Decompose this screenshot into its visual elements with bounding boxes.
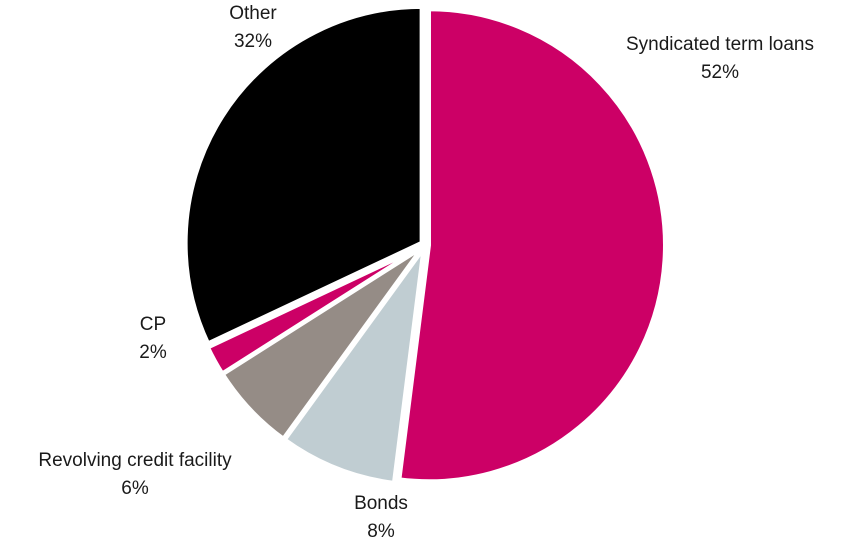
slice-label-revolving-credit-facility: Revolving credit facility xyxy=(38,450,232,471)
slices-layer xyxy=(183,4,667,486)
slice-label-bonds: Bonds xyxy=(354,493,408,514)
slice-other xyxy=(183,4,424,347)
slice-syndicated-term-loans xyxy=(397,7,667,484)
slice-value-syndicated-term-loans: 52% xyxy=(701,62,739,83)
slice-bonds xyxy=(282,247,426,486)
slice-label-other: Other xyxy=(229,3,277,24)
labels-layer: Syndicated term loans 52% Bonds 8% Revolving… xyxy=(38,3,814,542)
slice-value-revolving-credit-facility: 6% xyxy=(121,478,149,499)
slice-value-cp: 2% xyxy=(139,342,167,363)
slice-label-syndicated-term-loans: Syndicated term loans xyxy=(626,34,814,55)
slice-value-other: 32% xyxy=(234,31,272,52)
slice-value-bonds: 8% xyxy=(367,521,395,542)
slice-label-cp: CP xyxy=(140,314,166,335)
slice-cp xyxy=(205,245,423,377)
